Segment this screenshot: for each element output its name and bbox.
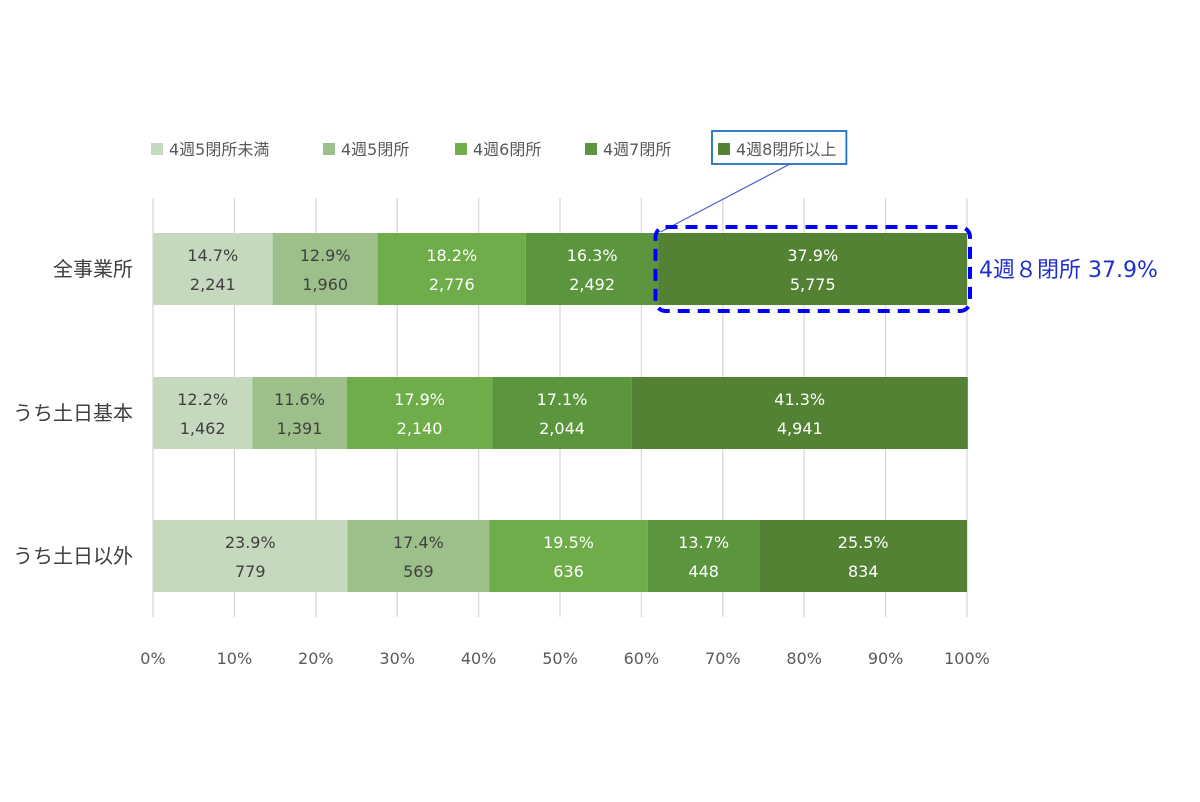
legend-swatch	[718, 143, 730, 155]
data-label-percent: 14.7%	[187, 246, 238, 265]
legend-label: 4週6閉所	[473, 140, 541, 159]
x-tick-label: 10%	[217, 649, 253, 668]
category-label: 全事業所	[53, 257, 133, 281]
data-label-percent: 12.9%	[300, 246, 351, 265]
x-tick-label: 0%	[140, 649, 165, 668]
target-segment-dashed-outline	[653, 225, 973, 313]
data-label-count: 569	[403, 562, 434, 581]
legend-label: 4週5閉所	[341, 140, 409, 159]
data-label-count: 2,140	[397, 419, 443, 438]
x-tick-label: 60%	[624, 649, 660, 668]
data-label-percent: 17.4%	[393, 533, 444, 552]
legend-swatch	[323, 143, 335, 155]
data-label-count: 779	[235, 562, 266, 581]
bar-segment	[252, 377, 347, 449]
x-tick-label: 30%	[379, 649, 415, 668]
bar-segment	[153, 233, 273, 305]
data-label-count: 448	[688, 562, 719, 581]
category-label: うち土日以外	[13, 544, 133, 568]
bar-segment	[346, 377, 493, 449]
bar-segment	[647, 520, 760, 592]
data-label-percent: 25.5%	[838, 533, 889, 552]
data-label-count: 2,776	[429, 275, 475, 294]
data-label-count: 5,775	[790, 275, 836, 294]
data-label-count: 1,960	[302, 275, 348, 294]
bar-segment	[631, 377, 968, 449]
data-label-percent: 17.9%	[394, 390, 445, 409]
data-label-count: 1,391	[277, 419, 323, 438]
bar-segment	[153, 377, 253, 449]
data-label-percent: 16.3%	[567, 246, 618, 265]
data-label-count: 2,492	[569, 275, 615, 294]
data-label-count: 4,941	[777, 419, 823, 438]
data-label-count: 834	[848, 562, 879, 581]
data-label-percent: 13.7%	[678, 533, 729, 552]
x-tick-label: 100%	[944, 649, 990, 668]
data-label-count: 1,462	[180, 419, 226, 438]
data-label-percent: 41.3%	[774, 390, 825, 409]
bar-segment	[153, 520, 348, 592]
data-label-percent: 37.9%	[787, 246, 838, 265]
legend-swatch	[151, 143, 163, 155]
bar-segment	[658, 233, 967, 305]
data-label-percent: 19.5%	[543, 533, 594, 552]
data-label-percent: 11.6%	[274, 390, 325, 409]
bar-segment	[492, 377, 632, 449]
legend-swatch	[455, 143, 467, 155]
callout-connector-line	[660, 163, 791, 233]
x-tick-label: 20%	[298, 649, 334, 668]
bar-segment	[489, 520, 648, 592]
data-label-count: 2,241	[190, 275, 236, 294]
bar-segment	[272, 233, 378, 305]
data-label-percent: 12.2%	[177, 390, 228, 409]
bar-segment	[377, 233, 526, 305]
category-label: うち土日基本	[13, 401, 133, 425]
x-tick-label: 70%	[705, 649, 741, 668]
data-label-count: 2,044	[539, 419, 585, 438]
legend-label: 4週7閉所	[603, 140, 671, 159]
legend-label: 4週8閉所以上	[736, 140, 836, 159]
legend-swatch	[585, 143, 597, 155]
data-label-count: 636	[553, 562, 584, 581]
legend-highlight-box	[711, 130, 848, 165]
bar-segment	[759, 520, 967, 592]
x-tick-label: 90%	[868, 649, 904, 668]
bar-segment	[525, 233, 659, 305]
data-label-percent: 23.9%	[225, 533, 276, 552]
x-tick-label: 40%	[461, 649, 497, 668]
legend-label: 4週5閉所未満	[169, 140, 269, 159]
x-tick-label: 50%	[542, 649, 578, 668]
data-label-percent: 18.2%	[426, 246, 477, 265]
bar-segment	[347, 520, 490, 592]
x-tick-label: 80%	[786, 649, 822, 668]
data-label-percent: 17.1%	[537, 390, 588, 409]
callout-text: 4週８閉所 37.9%	[979, 258, 1158, 283]
